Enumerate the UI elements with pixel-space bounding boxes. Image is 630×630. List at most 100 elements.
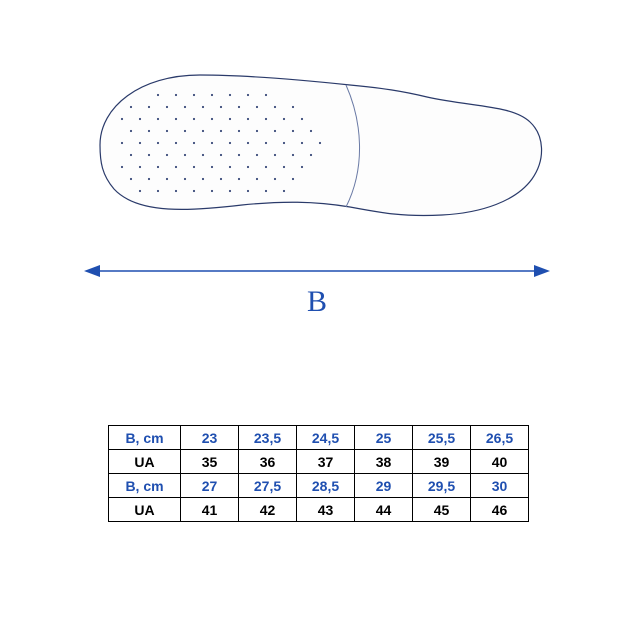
perforation-dot xyxy=(166,106,168,108)
cell-ua-value: 35 xyxy=(181,450,239,474)
perforation-dot xyxy=(247,94,249,96)
perforation-dot xyxy=(157,118,159,120)
perforation-dot xyxy=(193,190,195,192)
perforation-dot xyxy=(274,106,276,108)
perforation-dot xyxy=(292,130,294,132)
perforation-dot xyxy=(202,178,204,180)
perforation-dot xyxy=(229,118,231,120)
perforation-dot xyxy=(175,118,177,120)
perforation-dot xyxy=(184,178,186,180)
perforation-dot xyxy=(166,130,168,132)
perforation-dot xyxy=(247,166,249,168)
cell-b-label: B, cm xyxy=(109,474,181,498)
arrowhead-right xyxy=(534,265,550,277)
perforation-dot xyxy=(211,166,213,168)
perforation-dot xyxy=(157,166,159,168)
perforation-dot xyxy=(265,166,267,168)
cell-b-value: 30 xyxy=(471,474,529,498)
perforation-dot xyxy=(184,154,186,156)
perforation-dot xyxy=(256,130,258,132)
perforation-dot xyxy=(265,118,267,120)
perforation-dot xyxy=(166,154,168,156)
perforation-dot xyxy=(157,142,159,144)
frame: B B, cm 23 23,5 24,5 25 25,5 26,5 UA 35 … xyxy=(7,7,623,623)
size-table-group-2: B, cm 27 27,5 28,5 29 29,5 30 UA 41 42 4… xyxy=(108,473,529,522)
perforation-dot xyxy=(148,154,150,156)
perforation-dot xyxy=(121,166,123,168)
arrowhead-left xyxy=(84,265,100,277)
perforation-dot xyxy=(265,142,267,144)
perforation-dot xyxy=(193,142,195,144)
perforation-dot xyxy=(211,118,213,120)
perforation-dot xyxy=(139,190,141,192)
perforation-dot xyxy=(202,130,204,132)
perforation-dot xyxy=(157,190,159,192)
perforation-dot xyxy=(184,130,186,132)
cell-ua-value: 41 xyxy=(181,498,239,522)
perforation-dot xyxy=(301,166,303,168)
perforation-dot xyxy=(310,154,312,156)
perforation-dot xyxy=(211,94,213,96)
perforation-dot xyxy=(301,142,303,144)
perforation-dot xyxy=(292,154,294,156)
cell-b-label: B, cm xyxy=(109,426,181,450)
perforation-dot xyxy=(247,118,249,120)
perforation-dot xyxy=(283,142,285,144)
perforation-dot xyxy=(130,130,132,132)
perforation-dot xyxy=(274,178,276,180)
size-tables: B, cm 23 23,5 24,5 25 25,5 26,5 UA 35 36… xyxy=(108,425,528,522)
cell-b-value: 28,5 xyxy=(297,474,355,498)
perforation-dot xyxy=(220,130,222,132)
perforation-dot xyxy=(202,154,204,156)
perforation-dot xyxy=(175,94,177,96)
perforation-dot xyxy=(229,142,231,144)
perforation-dot xyxy=(301,118,303,120)
perforation-dot xyxy=(130,178,132,180)
cell-ua-value: 42 xyxy=(239,498,297,522)
perforation-dot xyxy=(292,106,294,108)
perforation-dot xyxy=(166,178,168,180)
perforation-dot xyxy=(310,130,312,132)
perforation-dot xyxy=(256,178,258,180)
perforation-dot xyxy=(229,166,231,168)
perforation-dot xyxy=(238,130,240,132)
perforation-dot xyxy=(184,106,186,108)
insole-outline xyxy=(100,75,542,216)
perforation-dot xyxy=(148,106,150,108)
perforation-dot xyxy=(274,154,276,156)
perforation-dot xyxy=(121,118,123,120)
cell-b-value: 27 xyxy=(181,474,239,498)
perforation-dot xyxy=(265,94,267,96)
perforation-dot xyxy=(256,154,258,156)
perforation-dot xyxy=(148,130,150,132)
perforation-dot xyxy=(283,118,285,120)
cell-b-value: 25 xyxy=(355,426,413,450)
perforation-dot xyxy=(292,178,294,180)
cell-ua-label: UA xyxy=(109,450,181,474)
table-row: UA 35 36 37 38 39 40 xyxy=(109,450,529,474)
perforation-dot xyxy=(130,106,132,108)
perforation-dot xyxy=(247,142,249,144)
perforation-dot xyxy=(139,142,141,144)
cell-ua-value: 45 xyxy=(413,498,471,522)
perforation-dot xyxy=(202,106,204,108)
cell-ua-value: 36 xyxy=(239,450,297,474)
size-table-group-1: B, cm 23 23,5 24,5 25 25,5 26,5 UA 35 36… xyxy=(108,425,529,474)
perforation-dot xyxy=(193,94,195,96)
cell-ua-value: 38 xyxy=(355,450,413,474)
perforation-dot xyxy=(148,178,150,180)
table-row: B, cm 27 27,5 28,5 29 29,5 30 xyxy=(109,474,529,498)
perforation-dot xyxy=(256,106,258,108)
perforation-dot xyxy=(238,106,240,108)
perforation-dot xyxy=(130,154,132,156)
perforation-dot xyxy=(283,166,285,168)
perforation-dot xyxy=(238,154,240,156)
perforation-dot xyxy=(319,142,321,144)
cell-ua-value: 40 xyxy=(471,450,529,474)
cell-ua-value: 44 xyxy=(355,498,413,522)
perforation-dot xyxy=(220,106,222,108)
perforation-dot xyxy=(247,190,249,192)
perforation-dot xyxy=(193,166,195,168)
cell-b-value: 27,5 xyxy=(239,474,297,498)
cell-ua-label: UA xyxy=(109,498,181,522)
